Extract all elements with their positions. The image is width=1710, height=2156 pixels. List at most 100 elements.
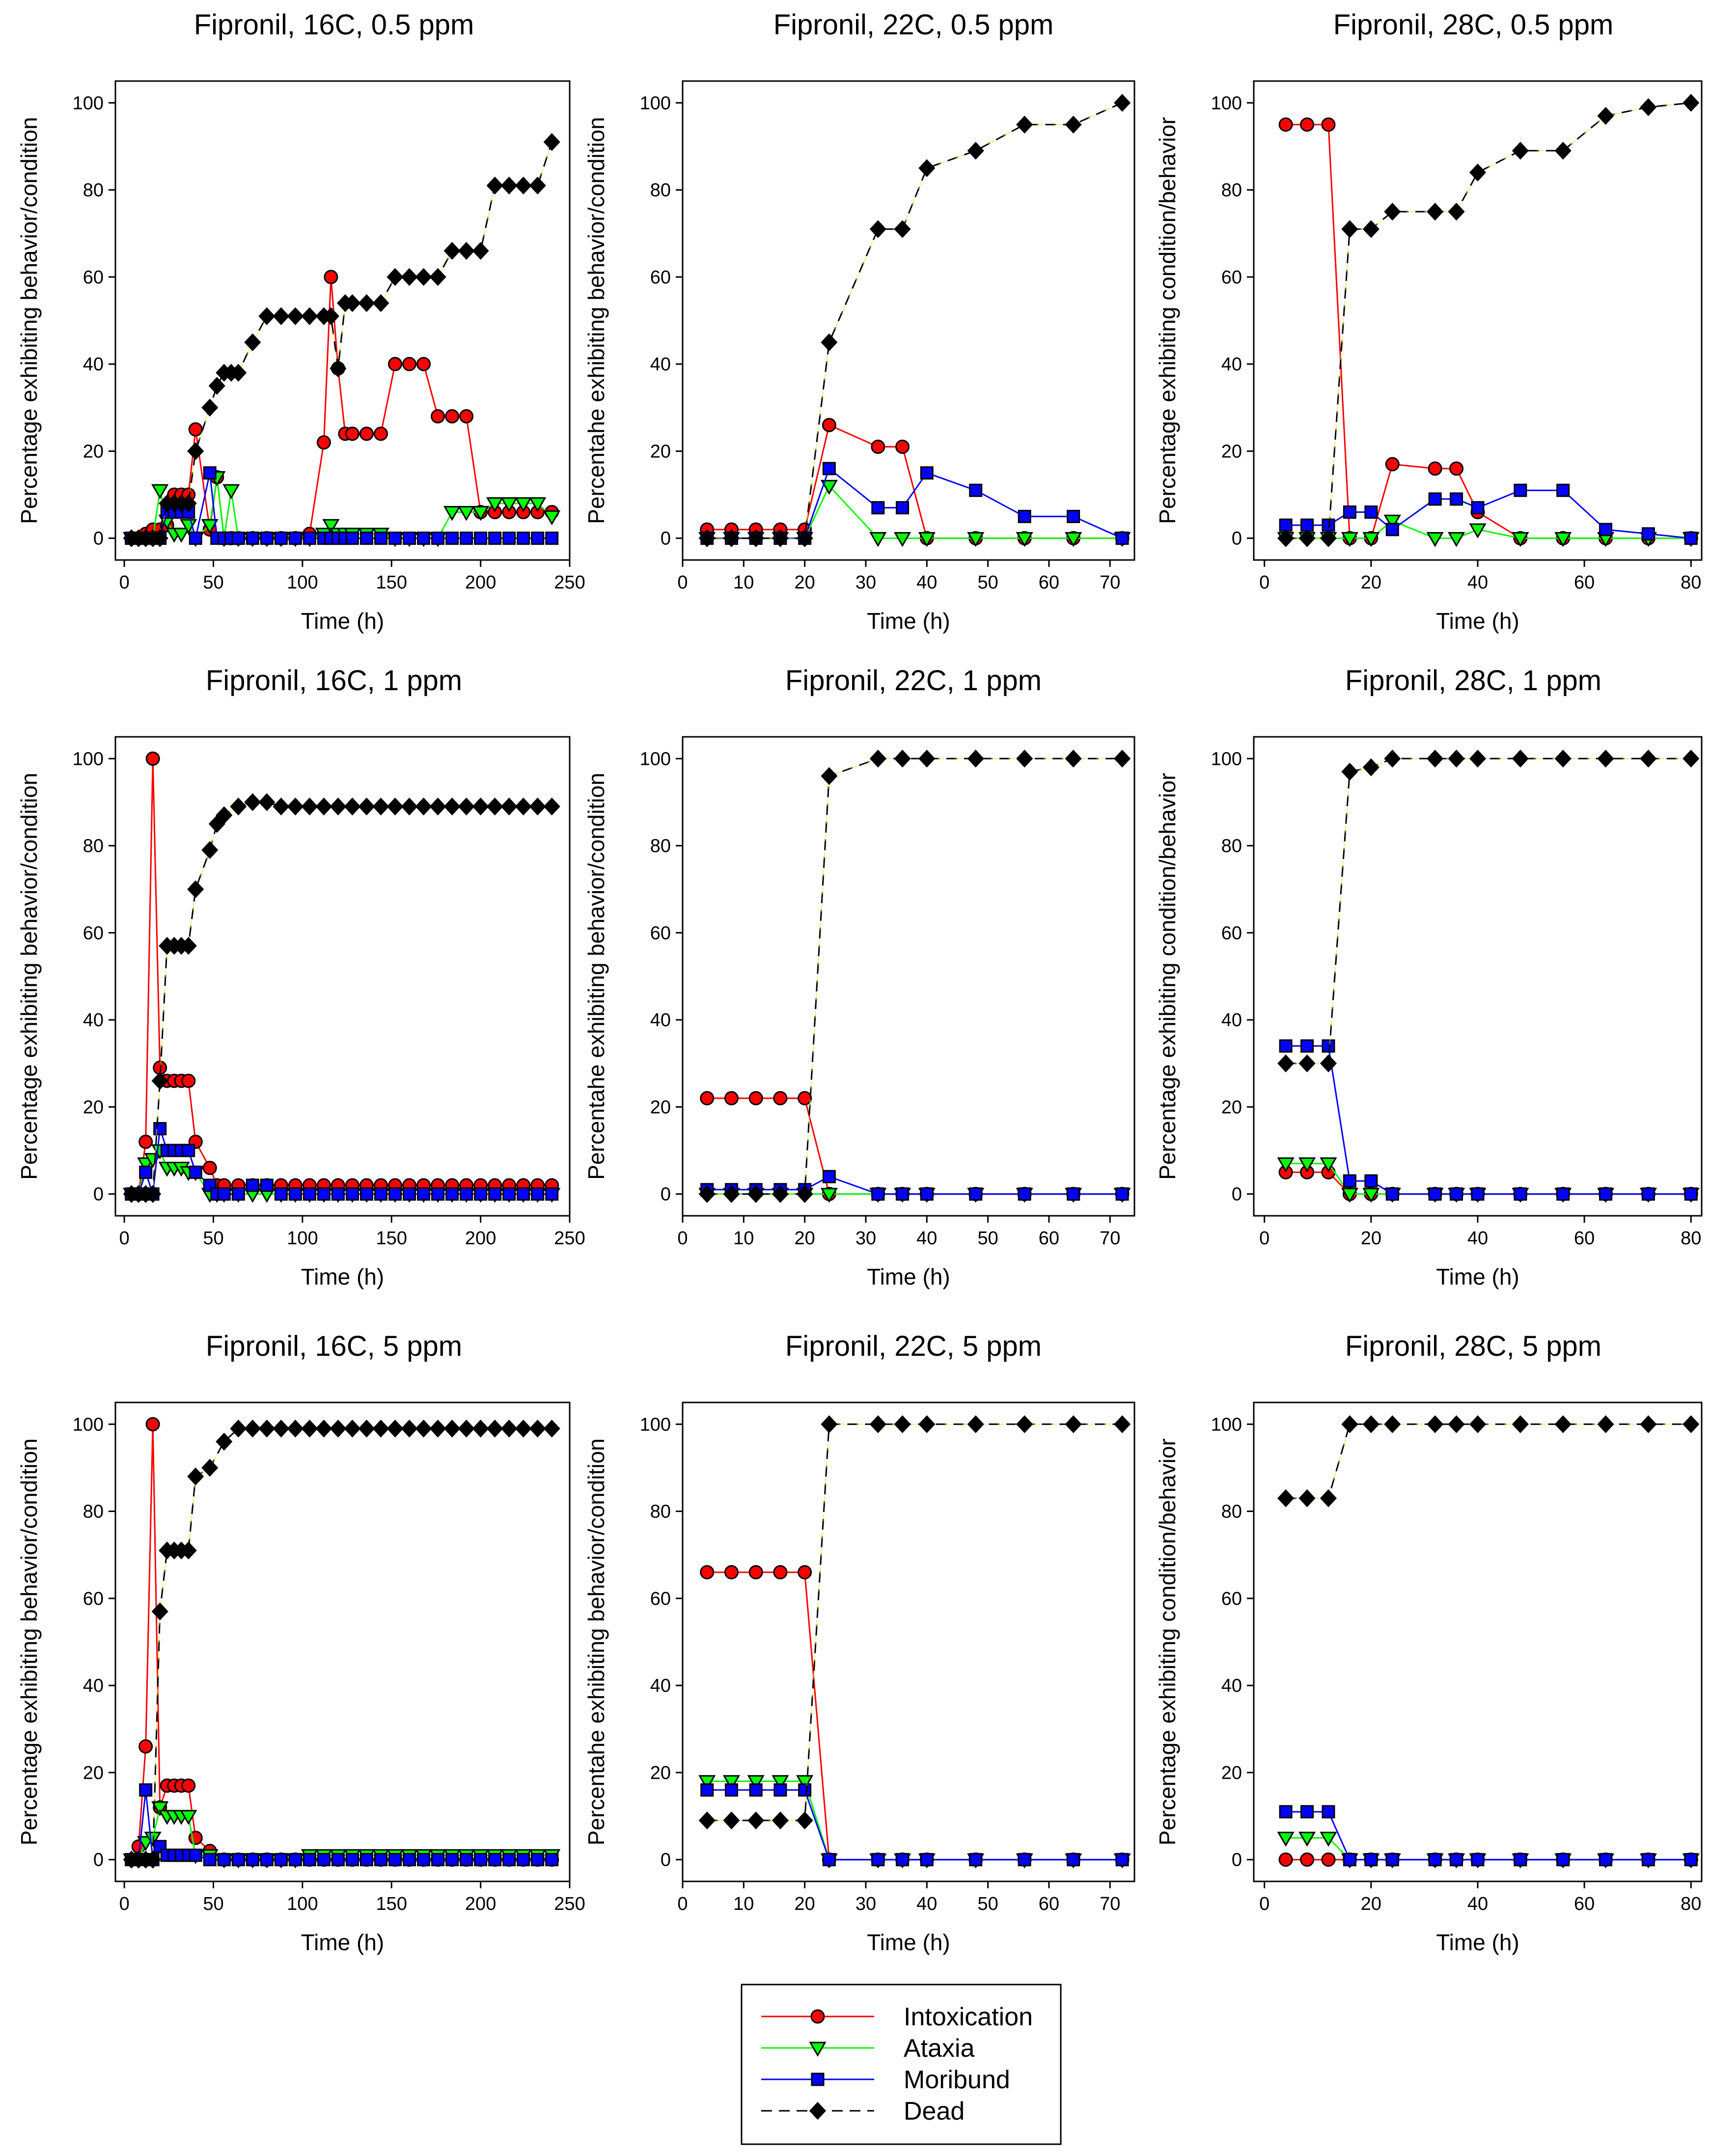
x-tick-label: 40 <box>1467 1228 1488 1249</box>
plot-frame <box>682 1401 1135 1882</box>
series-line-dead <box>707 757 1123 1195</box>
x-tick-label: 50 <box>977 572 998 593</box>
x-axis-label: Time (h) <box>301 1930 385 1955</box>
y-tick-label: 60 <box>1221 1589 1242 1609</box>
data-point-ataxia <box>967 532 985 547</box>
data-point-mori <box>246 1853 259 1867</box>
series-line-intox <box>1286 124 1691 539</box>
data-point-mori <box>345 532 359 545</box>
subplot-title: Fipronil, 22C, 0.5 ppm <box>773 9 1054 41</box>
x-tick-label: 20 <box>1361 1894 1381 1914</box>
data-point-dead <box>230 797 247 816</box>
data-point-dead <box>401 268 418 286</box>
data-point-mori <box>274 532 288 545</box>
data-point-dead <box>1682 750 1700 768</box>
data-point-mori <box>1514 1187 1527 1201</box>
data-point-dead <box>372 797 389 816</box>
data-point-dead <box>287 1419 304 1438</box>
subplot-title: Fipronil, 28C, 5 ppm <box>1345 1330 1601 1362</box>
y-tick-label: 100 <box>640 749 671 769</box>
y-tick-label: 60 <box>1221 267 1242 288</box>
x-tick-label: 0 <box>677 1228 688 1249</box>
data-point-dead <box>1341 1415 1358 1433</box>
data-point-dead <box>180 937 197 955</box>
data-point-dead <box>472 242 489 260</box>
data-point-dead <box>1362 758 1379 777</box>
data-point-dead <box>458 1419 475 1438</box>
data-point-dead <box>772 529 789 547</box>
data-point-mori <box>260 532 274 545</box>
data-point-intox <box>402 357 417 371</box>
plot-frame <box>682 736 1135 1217</box>
data-point-ataxia <box>322 519 340 534</box>
data-point-intox <box>1321 117 1336 132</box>
x-tick-label: 100 <box>287 572 318 593</box>
y-tick-label: 20 <box>1221 1097 1242 1118</box>
data-point-dead <box>796 1811 813 1830</box>
data-point-dead <box>894 1415 911 1433</box>
data-point-dead <box>1065 115 1082 134</box>
data-point-dead <box>415 797 432 816</box>
series-line-intox <box>707 424 1123 539</box>
data-point-intox <box>373 426 388 441</box>
data-point-mori <box>260 1178 274 1192</box>
data-point-dead <box>500 1419 518 1438</box>
data-point-dead <box>1277 529 1295 547</box>
data-point-ataxia <box>1277 1831 1295 1847</box>
data-point-mori <box>1343 1853 1356 1867</box>
data-point-dead <box>415 1419 432 1438</box>
data-point-dead <box>201 398 219 417</box>
data-point-mori <box>1684 1187 1698 1201</box>
data-point-mori <box>969 1187 983 1201</box>
data-point-intox <box>181 1778 196 1793</box>
x-tick-label: 0 <box>677 1894 688 1914</box>
x-tick-label: 30 <box>855 1228 876 1249</box>
data-point-mori <box>1018 1187 1031 1201</box>
data-point-dead <box>967 1415 984 1433</box>
y-tick-label: 60 <box>83 267 104 288</box>
data-point-mori <box>345 1187 359 1201</box>
data-point-dead <box>1597 750 1614 768</box>
data-point-mori <box>502 1853 516 1867</box>
legend-marker-mori <box>811 2072 825 2086</box>
subplot-5: Fipronil, 22C, 1 ppm 0 20 40 60 80 100 0 10 20 30 4… <box>583 665 1135 1289</box>
legend-label-mori: Moribund <box>904 2066 1010 2094</box>
data-point-mori <box>153 1122 167 1136</box>
data-point-dead <box>144 1850 162 1869</box>
x-tick-label: 250 <box>554 572 585 593</box>
data-point-dead <box>208 377 225 395</box>
data-point-intox <box>202 1161 217 1175</box>
y-tick-label: 100 <box>73 1414 104 1435</box>
series-dead <box>123 1419 560 1869</box>
data-point-dead <box>894 220 911 238</box>
data-point-ataxia <box>1362 532 1380 547</box>
data-point-mori <box>139 1165 153 1179</box>
data-point-ataxia <box>772 1775 789 1791</box>
series-line-dead-accent <box>707 758 1123 1195</box>
data-point-dead <box>1320 1489 1337 1508</box>
data-point-mori <box>1450 1853 1463 1867</box>
data-point-mori <box>1556 1187 1570 1201</box>
data-point-mori <box>217 1187 231 1201</box>
series-line-dead <box>707 1423 1123 1821</box>
data-point-mori <box>288 1853 302 1867</box>
y-tick-label: 80 <box>650 1502 671 1522</box>
data-point-mori <box>1599 1187 1613 1201</box>
x-tick-label: 10 <box>733 1894 754 1914</box>
y-tick-label: 40 <box>650 1676 671 1696</box>
series-mori <box>125 1122 559 1201</box>
data-point-mori <box>374 1853 387 1867</box>
data-point-dead <box>1640 1415 1657 1433</box>
y-tick-label: 40 <box>83 1676 104 1696</box>
data-point-dead <box>372 1419 389 1438</box>
data-point-dead <box>1298 1489 1316 1508</box>
data-point-dead <box>472 797 489 816</box>
data-point-mori <box>474 532 488 545</box>
data-point-intox <box>145 751 160 766</box>
data-point-dead <box>918 750 936 768</box>
x-tick-label: 40 <box>916 1228 937 1249</box>
data-point-intox <box>1321 1852 1336 1867</box>
data-point-ataxia <box>893 532 911 547</box>
data-point-dead <box>1448 202 1465 221</box>
data-point-dead <box>1384 750 1401 768</box>
